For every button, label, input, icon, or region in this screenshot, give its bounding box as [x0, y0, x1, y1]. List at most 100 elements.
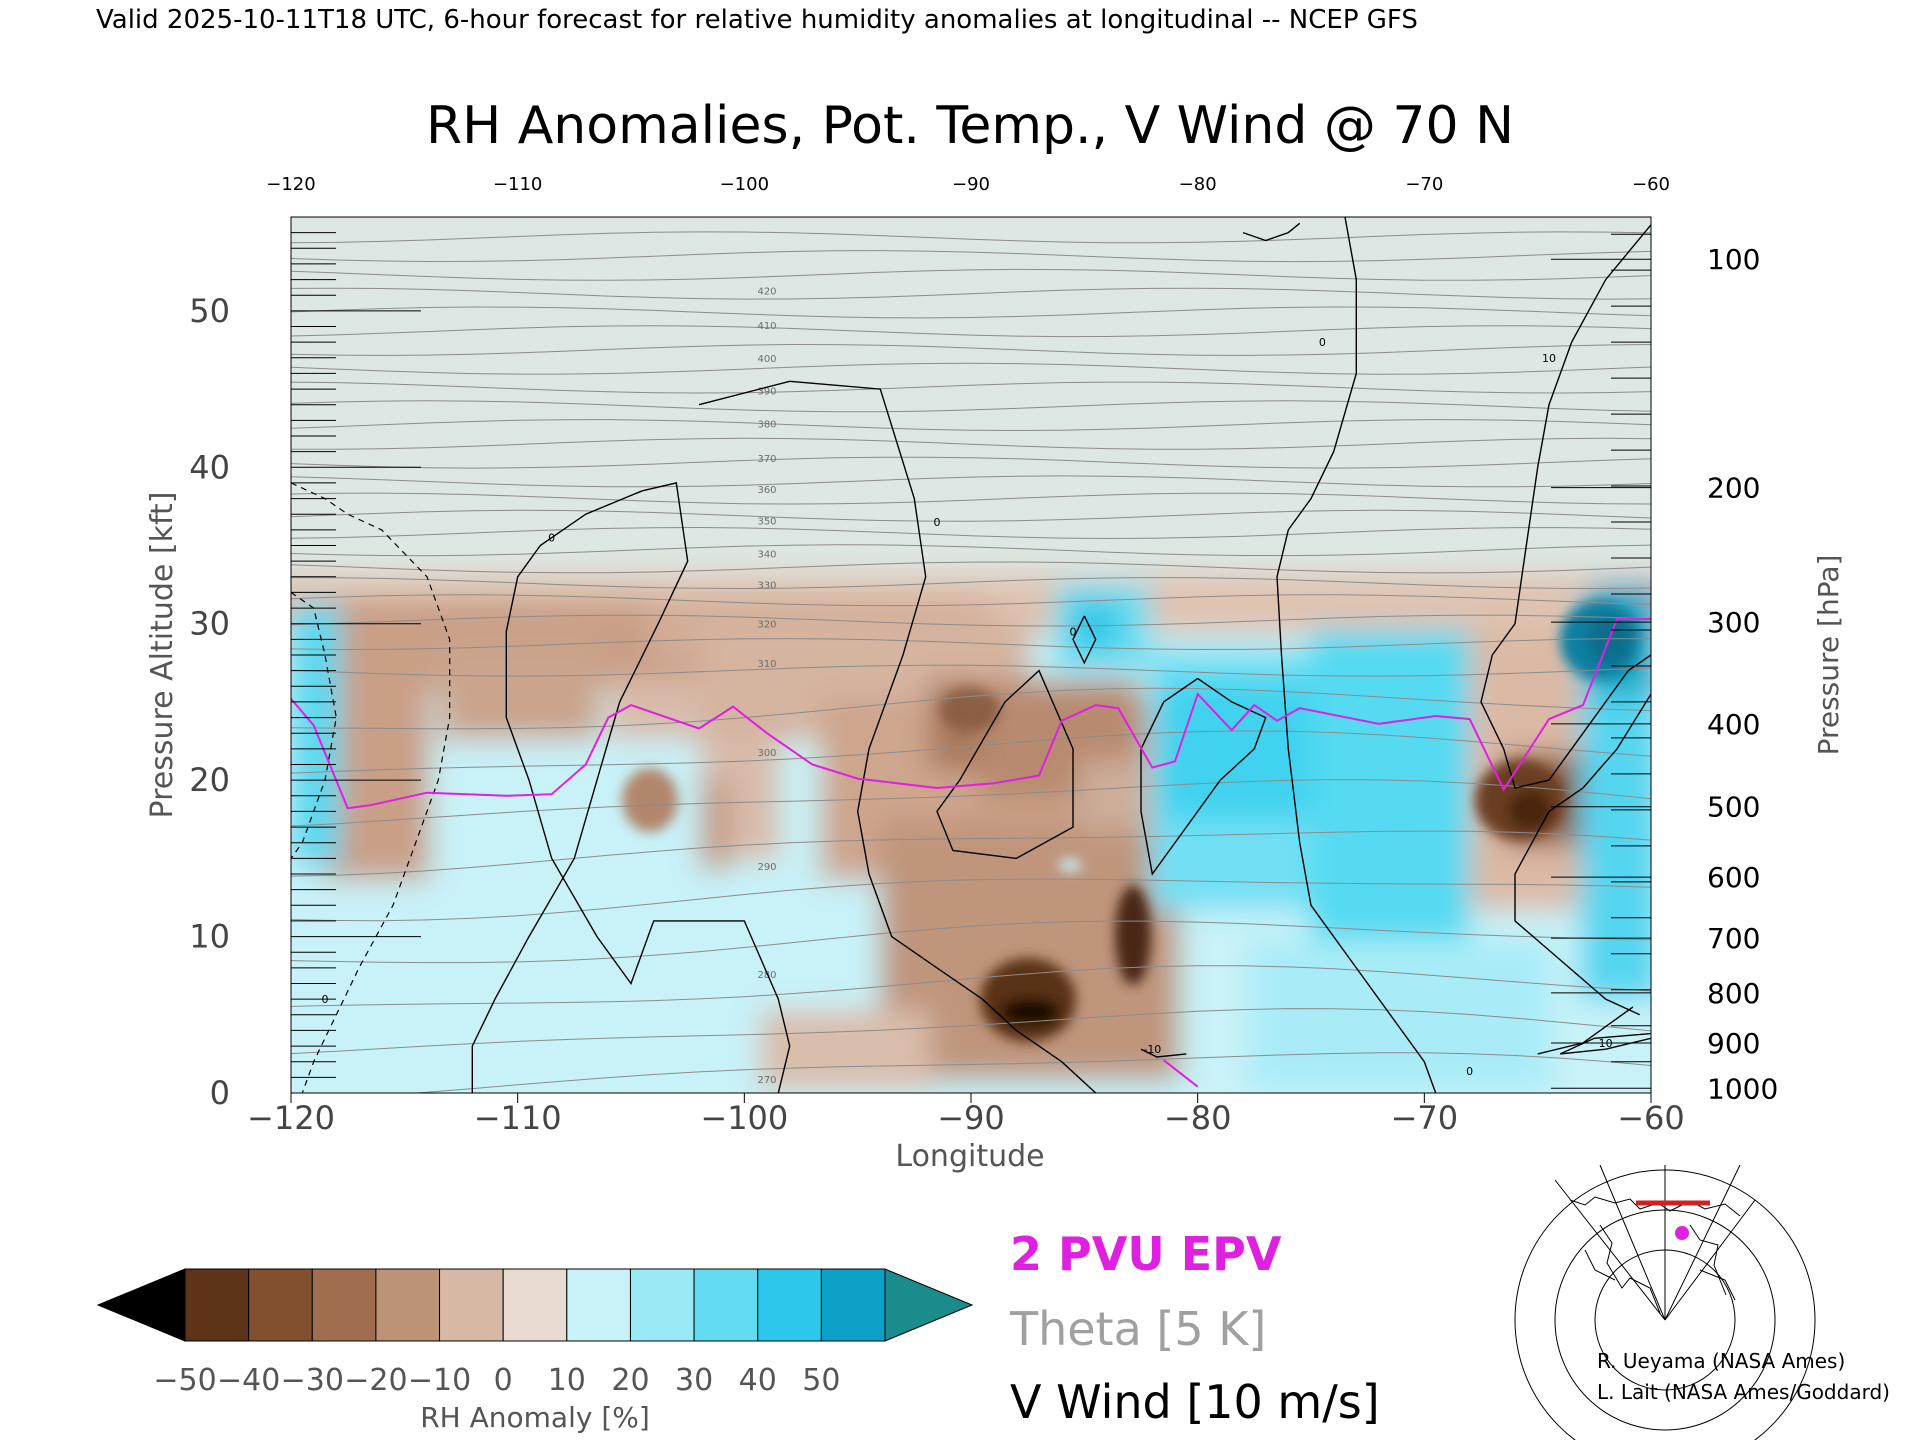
theta-contour	[407, 1052, 1651, 1093]
vwind-contour	[471, 482, 689, 1093]
x-tick-label: −70	[1391, 1099, 1459, 1137]
colorbar-tick-label: −50	[153, 1363, 216, 1398]
colorbar-tick-label: 0	[494, 1363, 513, 1398]
theta-label: 340	[757, 549, 776, 560]
x-tick-label: −80	[1164, 1099, 1232, 1137]
vwind-label: 0	[1070, 626, 1077, 639]
vwind-contour	[1242, 222, 1301, 242]
theta-contour	[291, 830, 1651, 877]
colorbar-segment	[375, 1268, 441, 1342]
pressure-tick-label: 800	[1707, 977, 1760, 1010]
colorbar-extend-low	[96, 1268, 186, 1342]
colorbar-label: RH Anomaly [%]	[420, 1401, 650, 1434]
y-tick-label: 30	[189, 605, 230, 643]
y-axis-pressure: 100 200 300 400 500 600 700 800 900 1000	[1707, 243, 1778, 1105]
y-tick-label: 0	[210, 1074, 230, 1112]
colorbar-extend-high	[884, 1268, 974, 1342]
theta-label: 350	[757, 516, 776, 527]
vwind-contour	[1140, 1048, 1187, 1058]
theta-contour	[291, 561, 1651, 574]
colorbar-segment	[502, 1268, 568, 1342]
vwind-label: 0	[548, 532, 555, 545]
x-tick-label: −110	[474, 1099, 562, 1137]
colorbar-segment	[184, 1268, 250, 1342]
theta-contour	[291, 577, 1651, 590]
vwind-contour-negative	[291, 482, 451, 1093]
x-tick-label: −90	[937, 1099, 1005, 1137]
x-top-tick-label: −100	[720, 174, 769, 195]
credit-2: L. Lait (NASA Ames/Goddard)	[1597, 1380, 1890, 1404]
pressure-tick-label: 400	[1707, 708, 1760, 741]
rh-anomaly-field	[291, 575, 1651, 1093]
theta-contour	[291, 381, 1651, 394]
colorbar-tick-label: −20	[344, 1363, 407, 1398]
colorbar-segment	[439, 1268, 504, 1342]
theta-contour	[291, 250, 1651, 263]
vwind-label: 0	[1466, 1065, 1473, 1078]
theta-contour	[291, 687, 1651, 730]
legend-pvu: 2 PVU EPV	[1010, 1227, 1282, 1281]
theta-contour	[291, 779, 1651, 827]
vwind-contour	[698, 380, 1097, 1093]
locator-map	[1514, 1164, 1816, 1440]
x-tick-label: −60	[1617, 1099, 1685, 1137]
theta-contour	[291, 664, 1651, 677]
colorbar-tick-label: 40	[739, 1363, 777, 1398]
legend: 2 PVU EPV Theta [5 K] V Wind [10 m/s]	[1009, 1227, 1380, 1429]
legend-vwind: V Wind [10 m/s]	[1010, 1375, 1380, 1429]
colorbar-tick-label: 50	[802, 1363, 840, 1398]
theta-contours: 270 280 290 300 310 320 330 340 350 360 370 380 390 4…	[291, 231, 1651, 1093]
pvu-line	[291, 618, 1651, 810]
pressure-tick-label: 500	[1707, 791, 1760, 824]
colorbar-segment	[757, 1268, 822, 1342]
theta-label: 410	[757, 321, 776, 332]
vwind-contour	[1140, 677, 1267, 876]
map-location-dot	[1675, 1226, 1689, 1240]
pressure-tick-label: 900	[1707, 1027, 1760, 1060]
theta-label: 280	[757, 970, 776, 981]
theta-contour	[291, 325, 1651, 338]
theta-contour	[291, 400, 1651, 413]
x-tick-label: −100	[700, 1099, 788, 1137]
theta-contour	[291, 343, 1651, 356]
pressure-tick-label: 100	[1707, 243, 1760, 276]
left-minor-ticks	[291, 232, 421, 1078]
vwind-contour	[1514, 693, 1651, 1016]
theta-contour	[291, 965, 1651, 1007]
vwind-contour	[1560, 1032, 1651, 1055]
figure-header: Valid 2025-10-11T18 UTC, 6-hour forecast…	[96, 5, 1418, 35]
x-top-tick-label: −90	[952, 174, 990, 195]
x-axis-top: −120 −110 −100 −90 −80 −70 −60	[266, 174, 1670, 195]
theta-contour	[291, 362, 1651, 375]
theta-label: 330	[757, 581, 776, 592]
theta-contour	[291, 878, 1651, 922]
legend-theta: Theta [5 K]	[1009, 1302, 1266, 1356]
x-axis-label: Longitude	[895, 1139, 1044, 1174]
vwind-label: 0	[934, 516, 941, 529]
y-axis-right-label: Pressure [hPa]	[1812, 555, 1845, 756]
rh-anomaly-strong-cores	[622, 600, 1640, 1042]
theta-contour	[291, 287, 1651, 300]
pressure-tick-label: 700	[1707, 922, 1760, 955]
pvu-line-surface	[1163, 1059, 1199, 1088]
theta-contour	[291, 730, 1651, 774]
theta-contour	[291, 268, 1651, 281]
theta-label: 360	[757, 485, 776, 496]
colorbar-segment	[311, 1268, 377, 1342]
colorbar-segment	[566, 1268, 631, 1342]
vwind-contour	[1072, 615, 1097, 665]
theta-contour	[291, 1008, 1651, 1055]
theta-label: 400	[757, 354, 776, 365]
vwind-contour	[936, 669, 1074, 860]
colorbar-segment	[820, 1268, 886, 1342]
theta-contour	[291, 509, 1651, 522]
theta-label: 270	[757, 1075, 776, 1086]
theta-label: 420	[757, 287, 776, 298]
vwind-label: 10	[1542, 352, 1556, 365]
theta-contour	[291, 544, 1651, 557]
theta-contour	[291, 638, 1651, 651]
y-axis-label: Pressure Altitude [kft]	[145, 492, 180, 819]
pressure-tick-label: 200	[1707, 472, 1760, 505]
x-axis: −120 −110 −100 −90 −80 −70 −60	[247, 1093, 1685, 1137]
colorbar-tick-label: 30	[675, 1363, 713, 1398]
